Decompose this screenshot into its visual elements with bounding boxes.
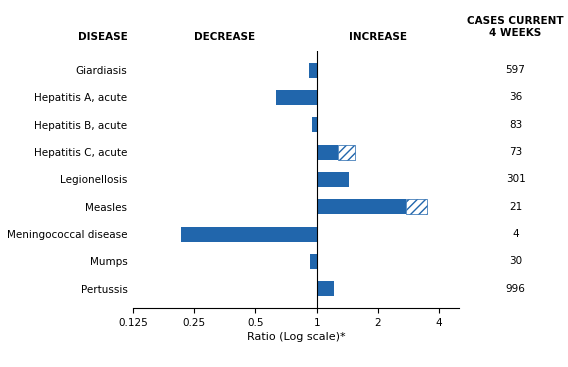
- Bar: [276, 90, 317, 105]
- Bar: [310, 254, 317, 269]
- Text: DECREASE: DECREASE: [194, 32, 256, 42]
- Text: 301: 301: [506, 174, 525, 184]
- Text: 996: 996: [506, 284, 525, 294]
- Bar: [317, 199, 406, 214]
- Text: DISEASE: DISEASE: [78, 32, 127, 42]
- Bar: [406, 199, 427, 214]
- X-axis label: Ratio (Log scale)*: Ratio (Log scale)*: [247, 332, 345, 342]
- Bar: [310, 63, 317, 78]
- Text: 73: 73: [509, 147, 522, 157]
- Bar: [317, 281, 334, 296]
- Bar: [317, 145, 339, 160]
- Text: 30: 30: [509, 257, 522, 266]
- Bar: [312, 117, 317, 132]
- Bar: [317, 172, 349, 187]
- Text: INCREASE: INCREASE: [349, 32, 407, 42]
- Text: 4: 4: [512, 229, 519, 239]
- Bar: [181, 226, 317, 241]
- Text: 36: 36: [509, 92, 522, 102]
- Bar: [339, 145, 356, 160]
- Text: 597: 597: [506, 65, 525, 75]
- Text: CASES CURRENT
4 WEEKS: CASES CURRENT 4 WEEKS: [467, 16, 564, 38]
- Text: 83: 83: [509, 120, 522, 130]
- Text: 21: 21: [509, 202, 522, 212]
